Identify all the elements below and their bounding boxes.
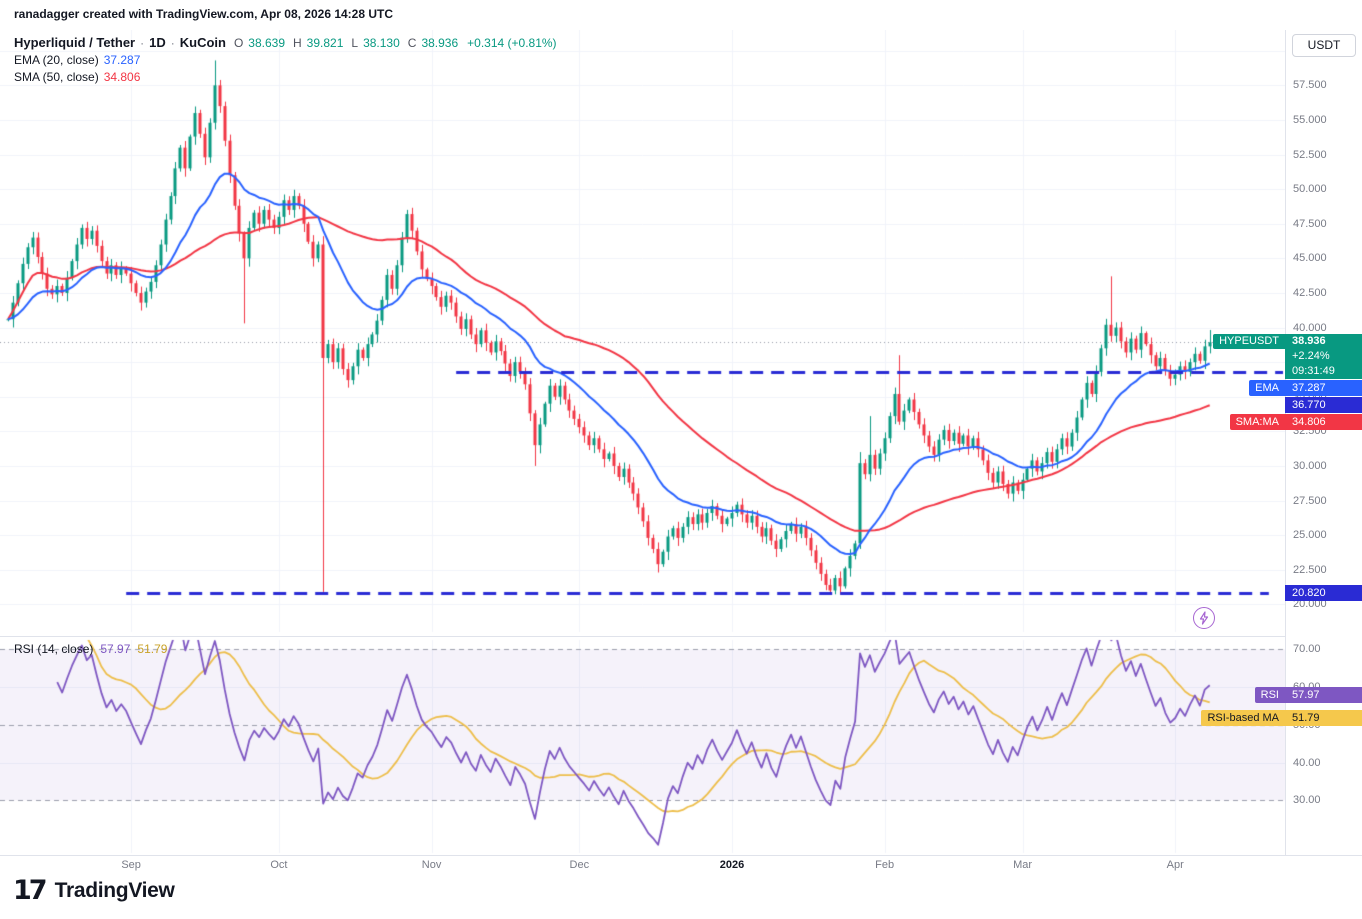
time-axis-label: 2026: [720, 859, 744, 871]
ema-legend-row[interactable]: EMA (20, close) 37.287: [14, 51, 557, 68]
separator-dot: ·: [171, 36, 175, 50]
sma-indicator-value: 34.806: [104, 70, 141, 84]
price-tick-label: 50.000: [1293, 183, 1327, 195]
price-tick-label: 57.500: [1293, 79, 1327, 91]
pane-divider[interactable]: [0, 636, 1362, 637]
time-axis-label: Oct: [270, 859, 287, 871]
flash-button[interactable]: [1193, 607, 1215, 629]
lower-level-badge: 20.820: [1285, 585, 1362, 601]
rsi-ma-indicator-value: 51.79: [137, 642, 167, 656]
close-value: 38.936: [421, 36, 458, 50]
price-tick-label: 25.000: [1293, 529, 1327, 541]
exchange-label[interactable]: KuCoin: [180, 35, 226, 50]
footer: 17 TradingView: [0, 870, 1362, 919]
sma-price-badge: SMA:MA 34.806: [1230, 414, 1362, 430]
time-axis-divider: [0, 855, 1362, 856]
lightning-icon: [1198, 611, 1210, 625]
low-label: L: [351, 36, 358, 50]
symbol-badge-chip: HYPEUSDT: [1213, 334, 1285, 349]
time-axis-label: Sep: [121, 859, 141, 871]
change-value: +0.314 (+0.81%): [467, 36, 556, 50]
tradingview-logo[interactable]: 17 TradingView: [13, 875, 175, 906]
interval-label[interactable]: 1D: [149, 35, 166, 50]
price-tick-label: 40.000: [1293, 322, 1327, 334]
price-tick-label: 30.000: [1293, 460, 1327, 472]
rsi-indicator-value: 57.97: [100, 642, 130, 656]
price-tick-label: 55.000: [1293, 114, 1327, 126]
main-legend: Hyperliquid / Tether · 1D · KuCoin O 38.6…: [14, 34, 557, 85]
rsi-indicator-name[interactable]: RSI (14, close): [14, 642, 93, 656]
rsi-legend-row[interactable]: RSI (14, close) 57.97 51.79: [14, 642, 167, 656]
tradingview-wordmark: TradingView: [55, 879, 175, 903]
time-axis-label: Apr: [1167, 859, 1184, 871]
sma-badge-chip: SMA:MA: [1230, 414, 1285, 430]
last-price-change: +2.24%: [1285, 349, 1362, 364]
price-tick-label: 22.500: [1293, 564, 1327, 576]
open-label: O: [234, 36, 243, 50]
tradingview-logo-mark: 17: [13, 875, 45, 906]
rsi-badge-value: 57.97: [1285, 687, 1362, 703]
price-tick-label: 42.500: [1293, 287, 1327, 299]
ema-indicator-value: 37.287: [104, 53, 141, 67]
upper-level-badge: 36.770: [1285, 397, 1362, 413]
ema-indicator-name[interactable]: EMA (20, close): [14, 53, 99, 67]
rsi-badge-chip: RSI: [1255, 687, 1285, 703]
price-tick-label: 27.500: [1293, 495, 1327, 507]
rsi-ma-value-badge: RSI-based MA 51.79: [1201, 710, 1362, 726]
price-tick-label: 52.500: [1293, 149, 1327, 161]
time-axis-label: Nov: [422, 859, 442, 871]
price-tick-label: 47.500: [1293, 218, 1327, 230]
rsi-ma-badge-value: 51.79: [1285, 710, 1362, 726]
rsi-ma-badge-chip: RSI-based MA: [1201, 710, 1285, 726]
price-axis[interactable]: USDT 57.500 55.000 52.500 50.000 47.500 45.00…: [1285, 30, 1362, 855]
time-axis-label: Mar: [1013, 859, 1032, 871]
low-value: 38.130: [363, 36, 400, 50]
close-label: C: [408, 36, 417, 50]
time-axis-label: Feb: [875, 859, 894, 871]
credit-line: ranadagger created with TradingView.com,…: [14, 7, 393, 21]
ema-badge-chip: EMA: [1249, 380, 1285, 396]
last-price-value: 38.936: [1285, 334, 1362, 349]
sma-legend-row[interactable]: SMA (50, close) 34.806: [14, 68, 557, 85]
chart-canvas[interactable]: [0, 30, 1285, 855]
sma-badge-value: 34.806: [1285, 414, 1362, 430]
bar-countdown: 09:31:49: [1285, 364, 1362, 379]
upper-level-value: 36.770: [1285, 397, 1362, 413]
rsi-tick-label: 30.00: [1293, 794, 1321, 806]
ema-badge-value: 37.287: [1285, 380, 1362, 396]
symbol-legend-row[interactable]: Hyperliquid / Tether · 1D · KuCoin O 38.6…: [14, 34, 557, 51]
tradingview-snapshot: ranadagger created with TradingView.com,…: [0, 0, 1362, 919]
time-axis-label: Dec: [570, 859, 590, 871]
high-value: 39.821: [307, 36, 344, 50]
chart-area[interactable]: Hyperliquid / Tether · 1D · KuCoin O 38.6…: [0, 30, 1362, 871]
rsi-value-badge: RSI 57.97: [1255, 687, 1362, 703]
open-value: 38.639: [248, 36, 285, 50]
lower-level-value: 20.820: [1285, 585, 1362, 601]
rsi-tick-label: 70.00: [1293, 643, 1321, 655]
sma-indicator-name[interactable]: SMA (50, close): [14, 70, 99, 84]
separator-dot: ·: [140, 36, 144, 50]
rsi-tick-label: 40.00: [1293, 757, 1321, 769]
price-tick-label: 45.000: [1293, 252, 1327, 264]
symbol-title[interactable]: Hyperliquid / Tether: [14, 35, 135, 50]
last-price-badge: HYPEUSDT 38.936 +2.24% 09:31:49: [1213, 334, 1362, 379]
price-axis-unit[interactable]: USDT: [1292, 34, 1356, 57]
high-label: H: [293, 36, 302, 50]
ema-price-badge: EMA 37.287: [1249, 380, 1362, 396]
